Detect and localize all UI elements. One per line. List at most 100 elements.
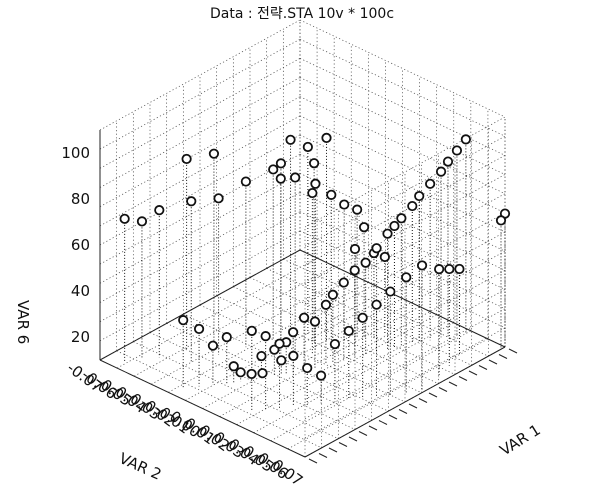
data-point <box>275 158 287 169</box>
data-point <box>307 187 318 199</box>
y-tick-mark <box>368 425 378 431</box>
data-point <box>338 277 349 288</box>
frame-edge <box>99 249 301 361</box>
data-point <box>425 178 436 189</box>
data-point <box>235 367 246 378</box>
data-point <box>343 325 354 337</box>
data-point <box>193 323 205 335</box>
y-tick-mark <box>428 392 438 398</box>
data-point <box>416 260 428 271</box>
data-point <box>382 228 393 239</box>
wall-grid-line <box>304 135 506 247</box>
y-tick-mark <box>338 442 348 447</box>
data-points <box>119 132 511 381</box>
y-axis-label: VAR 1 <box>497 421 544 460</box>
z-tick-label: 20 <box>71 328 90 346</box>
data-point <box>407 200 418 212</box>
y-tick-mark <box>408 403 418 409</box>
y-tick-mark <box>318 453 328 458</box>
data-point <box>358 222 370 233</box>
z-axis-label: VAR 6 <box>14 300 32 344</box>
data-point <box>371 243 382 254</box>
data-point <box>327 289 338 300</box>
y-tick-mark <box>388 414 398 420</box>
y-tick-mark <box>508 348 518 354</box>
grid-layer <box>99 19 506 458</box>
data-point <box>495 215 507 226</box>
data-point <box>389 220 400 232</box>
data-point <box>274 338 285 349</box>
data-point <box>401 272 412 283</box>
data-point <box>349 265 360 276</box>
frame-layer <box>99 130 506 458</box>
y-tick-mark <box>438 387 448 392</box>
z-tick-label: 40 <box>71 282 90 300</box>
data-point <box>379 251 390 263</box>
data-point <box>360 257 371 268</box>
data-point <box>320 299 332 310</box>
data-point <box>228 361 239 372</box>
data-point <box>352 204 363 215</box>
y-tick-mark <box>498 354 508 359</box>
data-point <box>434 264 445 275</box>
z-axis-ticks: 20 40 60 80 100 <box>61 144 90 346</box>
data-point <box>240 176 251 187</box>
data-point <box>246 325 257 336</box>
data-point <box>290 172 301 183</box>
data-point <box>315 370 327 381</box>
x-tick-label: 0.07 <box>269 456 307 490</box>
y-tick-mark <box>478 365 488 370</box>
wall-grid-line <box>99 38 301 150</box>
data-point <box>329 338 341 350</box>
data-point <box>349 243 361 255</box>
data-point <box>442 156 454 167</box>
z-tick-label: 100 <box>61 144 90 162</box>
data-point <box>414 190 425 202</box>
data-point <box>275 173 286 184</box>
data-point <box>288 350 299 361</box>
y-tick-mark <box>308 458 318 464</box>
data-point <box>454 263 465 275</box>
y-tick-mark <box>458 376 468 381</box>
data-point <box>208 148 220 159</box>
chart-title: Data : 전략.STA 10v * 100c <box>210 6 394 22</box>
y-tick-mark <box>328 447 338 453</box>
data-point <box>444 263 455 275</box>
data-point <box>186 196 197 207</box>
data-point <box>221 332 232 343</box>
data-point <box>136 216 148 227</box>
data-point <box>302 141 313 153</box>
data-point <box>385 286 396 297</box>
data-point <box>285 134 296 145</box>
floor-grid-line <box>287 338 489 450</box>
wall-grid-line <box>299 19 506 118</box>
data-point <box>178 315 189 326</box>
data-point <box>276 355 287 366</box>
y-tick-mark <box>358 431 368 436</box>
frame-edge <box>304 346 506 458</box>
data-point <box>339 199 350 210</box>
data-point <box>310 178 321 189</box>
data-point <box>119 213 130 224</box>
data-point <box>181 153 192 165</box>
x-axis-label: VAR 2 <box>116 449 164 483</box>
frame-edge <box>299 249 506 348</box>
wall-grid-line <box>299 77 506 175</box>
y-axis-ticks <box>308 348 518 464</box>
data-point <box>451 145 463 156</box>
data-point <box>213 193 224 204</box>
data-point <box>326 189 337 200</box>
data-point <box>371 299 382 310</box>
data-point <box>357 312 368 323</box>
data-point <box>288 327 299 338</box>
drop-lines <box>124 137 506 412</box>
y-tick-mark <box>378 420 388 425</box>
data-point <box>460 134 471 145</box>
data-point <box>154 205 165 216</box>
y-tick-mark <box>398 409 408 414</box>
y-tick-mark <box>448 381 458 387</box>
data-point <box>321 132 332 143</box>
data-point <box>246 368 257 380</box>
data-point <box>256 350 267 362</box>
